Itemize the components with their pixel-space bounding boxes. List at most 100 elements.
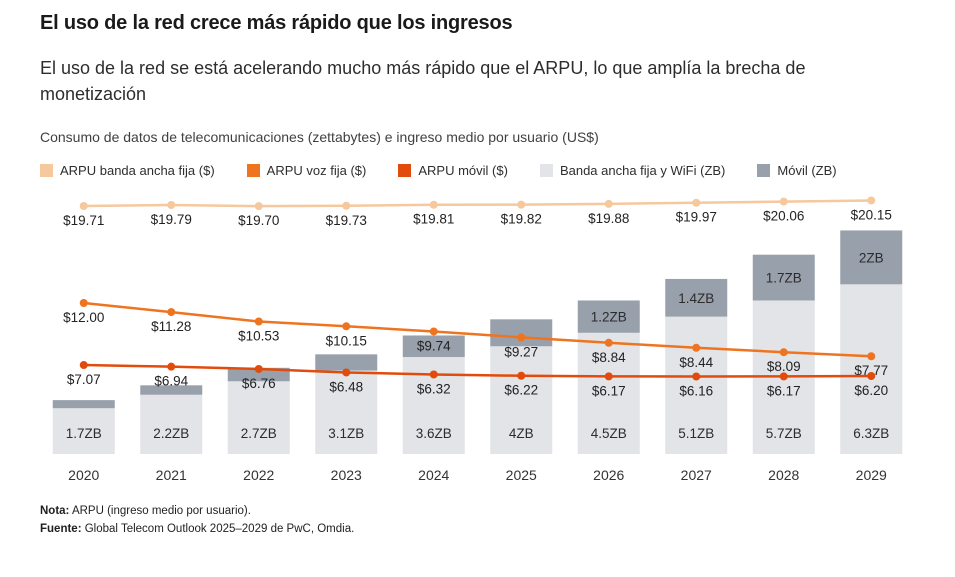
line-marker [867, 372, 876, 381]
zb-label: 4.5ZB [591, 426, 627, 441]
zb-label: 1.2ZB [591, 310, 627, 325]
dollar-label: $8.09 [767, 359, 801, 374]
legend-swatch [539, 164, 553, 178]
dollar-label: $19.71 [63, 213, 104, 228]
zb-label: 3.1ZB [328, 426, 364, 441]
chart-legend: ARPU banda ancha fija ($) ARPU voz fija (… [40, 163, 860, 178]
line-marker [342, 322, 351, 331]
source-label: Fuente: [40, 523, 82, 535]
legend-item-2: ARPU móvil ($) [398, 163, 508, 178]
line-marker [167, 362, 176, 371]
year-label: 2024 [418, 467, 449, 483]
line-marker [254, 317, 263, 326]
dollar-label: $6.17 [592, 384, 626, 399]
dollar-label: $8.44 [679, 355, 713, 370]
zb-label: 2ZB [859, 251, 884, 266]
line-marker [604, 372, 613, 381]
legend-item-0: ARPU banda ancha fija ($) [40, 163, 215, 178]
zb-label: 2.7ZB [241, 426, 277, 441]
zb-label: 6.3ZB [853, 426, 889, 441]
bar-mobile-2028 [752, 254, 815, 301]
legend-label: Banda ancha fija y WiFi (ZB) [559, 163, 726, 179]
year-label: 2027 [681, 467, 712, 483]
line-marker [429, 370, 438, 379]
dollar-label: $19.82 [501, 212, 542, 227]
dollar-label: $11.28 [151, 319, 191, 334]
year-label: 2026 [593, 467, 624, 483]
bar-mobile-2020 [52, 400, 115, 409]
line-marker [517, 200, 526, 209]
year-label: 2020 [68, 467, 99, 483]
dollar-label: $20.06 [763, 209, 804, 224]
legend-label: Móvil (ZB) [777, 163, 837, 179]
year-label: 2029 [856, 467, 887, 483]
chart-footnotes: Nota: ARPU (ingreso medio por usuario). … [40, 503, 915, 539]
year-label: 2022 [243, 467, 274, 483]
page-title: El uso de la red crece más rápido que lo… [40, 12, 513, 34]
line-series-2: $7.07 $6.94 $6.76 $6.48 $6.32 $6.22 $6.17 $6.16… [67, 361, 888, 399]
legend-label: ARPU voz fija ($) [266, 163, 367, 179]
bar-fixed-2021 [140, 394, 203, 455]
combo-chart-svg: $19.71 $19.79 $19.70 $19.73 $19.81 $19.82 $19.… [52, 196, 903, 484]
dollar-label: $7.07 [67, 372, 101, 387]
dollar-label: $19.73 [326, 213, 367, 228]
line-marker [254, 202, 263, 211]
line-marker [692, 343, 701, 352]
dollar-label: $6.16 [679, 384, 713, 399]
legend-item-4: Móvil (ZB) [757, 163, 837, 179]
bar-mobile-2021 [140, 385, 203, 395]
year-label: 2023 [331, 467, 362, 483]
legend-label: ARPU móvil ($) [418, 163, 508, 179]
line-marker [254, 365, 263, 374]
line-marker [342, 368, 351, 377]
dollar-label: $20.15 [851, 208, 892, 223]
line-marker [167, 201, 176, 210]
bar-mobile-2027 [665, 279, 728, 317]
zb-label: 5.7ZB [766, 426, 802, 441]
line-marker [692, 198, 701, 207]
chart-description: Consumo de datos de telecomunicaciones (… [40, 129, 599, 146]
legend-item-1: ARPU voz fija ($) [246, 163, 367, 179]
line-path-0 [83, 199, 872, 208]
line-marker [79, 202, 88, 211]
line-marker [429, 327, 438, 336]
line-path-1 [83, 301, 872, 358]
bars-group [52, 230, 903, 455]
dollar-label: $19.79 [151, 212, 192, 227]
chart-subtitle: El uso de la red se está acelerando much… [40, 58, 806, 105]
line-marker [167, 308, 176, 317]
source-line: Fuente: Global Telecom Outlook 2025–2029… [40, 521, 915, 539]
year-label: 2021 [156, 467, 187, 483]
zb-label: 3.6ZB [416, 426, 452, 441]
dollar-label: $9.27 [504, 345, 538, 360]
year-label: 2028 [768, 467, 799, 483]
dollar-label: $6.76 [242, 376, 276, 391]
bar-mobile-2023 [315, 354, 378, 371]
dollar-label: $10.15 [326, 333, 367, 348]
zb-label: 4ZB [509, 426, 534, 441]
line-marker [867, 196, 876, 205]
bar-fixed-2026 [577, 332, 640, 455]
line-marker [604, 200, 613, 209]
dollar-label: $19.88 [588, 211, 629, 226]
line-marker [517, 371, 526, 380]
dollar-label: $6.32 [417, 382, 451, 397]
dollar-label: $7.77 [854, 363, 888, 378]
bar-labels-group: 1.7ZB 2020 2.2ZB 2021 2.7ZB 2022 3.1ZB 2023 3.6Z… [66, 251, 890, 484]
line-marker [779, 372, 788, 381]
report-page: El uso de la red crece más rápido que lo… [40, 12, 915, 539]
line-marker [779, 348, 788, 357]
dollar-label: $6.20 [854, 383, 888, 398]
bar-fixed-2023 [315, 370, 378, 455]
dollar-label: $6.48 [329, 380, 363, 395]
bar-mobile-2029 [840, 230, 903, 285]
line-path-2 [83, 363, 872, 378]
legend-item-3: Banda ancha fija y WiFi (ZB) [539, 163, 726, 179]
dollar-label: $6.22 [504, 383, 538, 398]
line-marker [604, 338, 613, 347]
line-marker [79, 299, 88, 308]
legend-swatch [40, 164, 53, 178]
line-marker [692, 372, 701, 381]
bar-mobile-2025 [490, 319, 553, 347]
legend-label: ARPU banda ancha fija ($) [60, 163, 215, 179]
